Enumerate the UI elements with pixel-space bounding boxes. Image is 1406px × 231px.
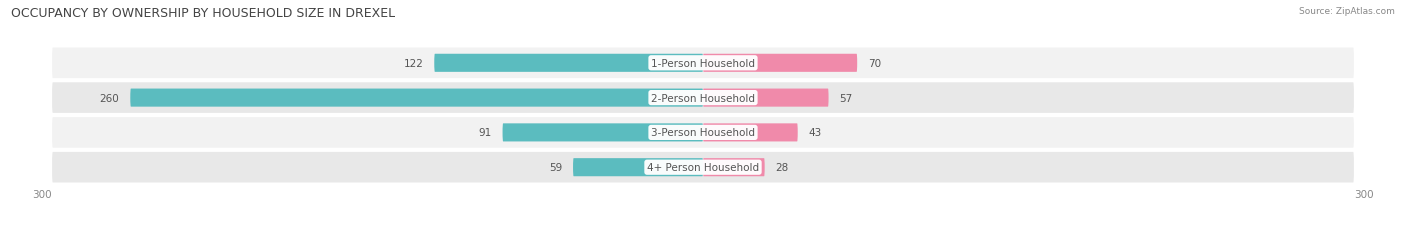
FancyBboxPatch shape (703, 124, 797, 142)
Text: 70: 70 (868, 58, 882, 69)
FancyBboxPatch shape (52, 118, 1354, 148)
Text: Source: ZipAtlas.com: Source: ZipAtlas.com (1299, 7, 1395, 16)
Text: 3-Person Household: 3-Person Household (651, 128, 755, 138)
Text: 122: 122 (404, 58, 423, 69)
Text: 4+ Person Household: 4+ Person Household (647, 162, 759, 173)
Text: 2-Person Household: 2-Person Household (651, 93, 755, 103)
FancyBboxPatch shape (131, 89, 703, 107)
FancyBboxPatch shape (703, 89, 828, 107)
Text: 91: 91 (478, 128, 492, 138)
FancyBboxPatch shape (703, 158, 765, 176)
Text: 57: 57 (839, 93, 853, 103)
Text: 260: 260 (100, 93, 120, 103)
FancyBboxPatch shape (574, 158, 703, 176)
FancyBboxPatch shape (434, 55, 703, 73)
FancyBboxPatch shape (52, 152, 1354, 183)
Text: 1-Person Household: 1-Person Household (651, 58, 755, 69)
FancyBboxPatch shape (52, 48, 1354, 79)
FancyBboxPatch shape (502, 124, 703, 142)
Text: OCCUPANCY BY OWNERSHIP BY HOUSEHOLD SIZE IN DREXEL: OCCUPANCY BY OWNERSHIP BY HOUSEHOLD SIZE… (11, 7, 395, 20)
FancyBboxPatch shape (52, 83, 1354, 113)
Text: 28: 28 (776, 162, 789, 173)
Text: 59: 59 (548, 162, 562, 173)
FancyBboxPatch shape (703, 55, 858, 73)
Text: 43: 43 (808, 128, 823, 138)
